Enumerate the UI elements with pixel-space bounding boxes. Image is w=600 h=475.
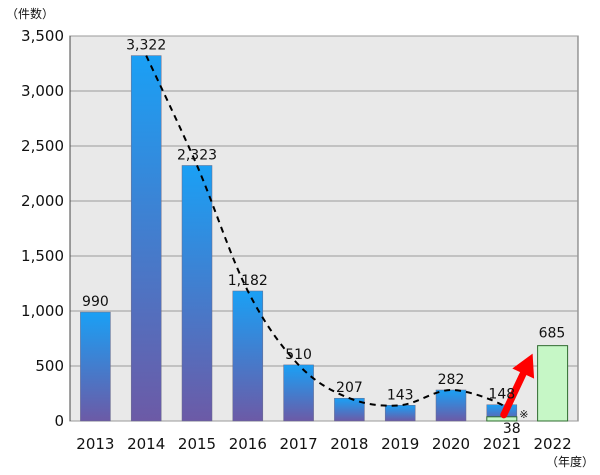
x-tick-label: 2017 [280,435,318,453]
arrow-head [512,353,535,379]
x-tick-label: 2016 [229,435,267,453]
trend-line [145,55,507,418]
data-label: 1,182 [228,273,268,289]
bar [283,364,314,422]
data-label: 148 [488,387,515,403]
bar [232,290,264,422]
x-tick-label: 2021 [483,435,521,453]
bar [384,405,416,422]
y-axis-unit-label: （件数） [6,6,54,21]
bar [181,165,213,422]
x-axis-unit-label: （年度） [546,454,594,469]
note-mark: ※ [519,408,528,421]
bar [435,389,467,422]
x-tick-label: 2020 [432,435,470,453]
data-label: 207 [336,380,363,396]
y-tick-label: 2,500 [21,137,64,155]
y-tick-label: 3,000 [21,82,64,100]
increase-arrow [500,353,535,419]
data-label: 510 [285,347,312,363]
x-tick-label: 2019 [381,435,419,453]
arrow-shaft [500,370,527,419]
y-tick-label: 1,000 [21,302,64,320]
data-label: 2,323 [177,147,217,163]
bar [130,55,162,422]
data-label: 3,322 [126,38,166,54]
x-tick-label: 2022 [534,435,572,453]
data-label: 143 [387,387,414,403]
data-labels: 990 3,322 2,323 1,182 510 207 143 282 148 38※ 685 [82,38,565,437]
y-tick-label: 2,000 [21,192,64,210]
y-tick-label: 500 [35,357,64,375]
x-tick-label: 2015 [178,435,216,453]
data-label: 282 [438,372,465,388]
y-tick-label: 3,500 [21,27,64,45]
light-bars [486,345,569,422]
y-tick-label: 0 [54,412,64,430]
x-tick-label: 2014 [127,435,165,453]
x-tick-label: 2018 [330,435,368,453]
data-label: 990 [82,294,109,310]
y-axis-ticks: 0 500 1,000 1,500 2,000 2,500 3,000 3,500 [21,27,71,430]
bars [80,55,518,422]
bar [80,311,111,422]
data-label: 38 [503,421,521,437]
x-axis-ticks: 2013 2014 2015 2016 2017 2018 2019 2020 2021 2022 [76,435,571,453]
light-bar [537,345,569,422]
x-tick-label: 2013 [76,435,114,453]
data-label: 685 [539,326,566,342]
y-tick-label: 1,500 [21,247,64,265]
